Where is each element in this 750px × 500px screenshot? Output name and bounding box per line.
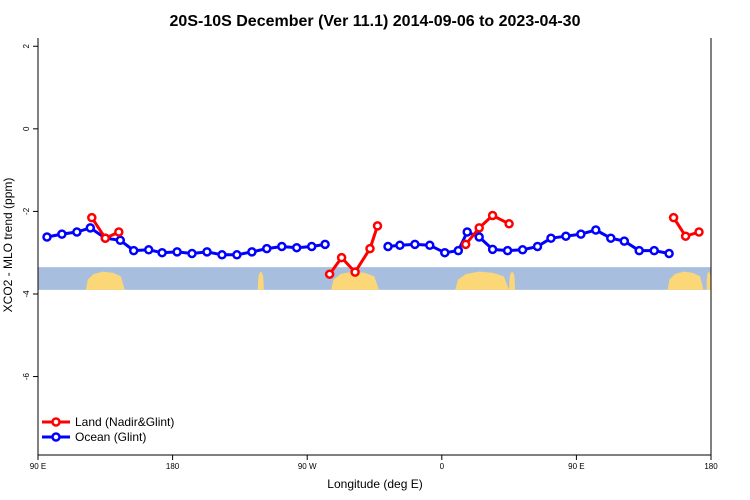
- data-point: [395, 240, 405, 251]
- data-point: [114, 227, 124, 237]
- data-point: [619, 236, 630, 246]
- series-land: [87, 210, 704, 279]
- data-point: [320, 239, 330, 250]
- data-point: [232, 250, 242, 260]
- data-point: [591, 225, 601, 235]
- legend: Land (Nadir&Glint)Ocean (Glint): [42, 415, 174, 444]
- data-point: [462, 227, 472, 237]
- data-point: [668, 212, 679, 223]
- y-axis: 2 0 -2 -4 -6: [22, 43, 38, 380]
- series-ocean: [42, 223, 674, 260]
- data-point: [42, 232, 52, 242]
- data-point: [157, 247, 167, 258]
- data-point: [546, 233, 556, 243]
- data-point: [262, 243, 272, 254]
- data-point: [532, 241, 543, 252]
- map-land-australia-2: [667, 271, 704, 290]
- data-point: [277, 241, 287, 252]
- map-strip: [38, 267, 711, 290]
- chart-title: 20S-10S December (Ver 11.1) 2014-09-06 t…: [170, 13, 581, 30]
- map-land-south-america: [331, 271, 379, 290]
- y-tick-label: -2: [22, 207, 31, 215]
- data-point: [247, 247, 257, 257]
- data-point: [634, 245, 644, 256]
- data-point: [694, 227, 704, 237]
- data-point: [85, 223, 96, 233]
- data-point: [128, 245, 139, 256]
- x-tick-label: 90 E: [568, 462, 584, 471]
- data-point: [440, 247, 450, 258]
- data-point: [576, 229, 586, 239]
- y-tick-label: 0: [22, 126, 31, 131]
- legend-marker: [51, 432, 61, 442]
- data-point: [487, 244, 498, 255]
- data-point: [365, 243, 375, 254]
- data-point: [561, 231, 571, 241]
- map-land-madagascar: [509, 271, 516, 290]
- x-tick-label: 90 W: [298, 462, 317, 471]
- data-point: [680, 231, 691, 241]
- data-point: [115, 235, 126, 246]
- data-point: [350, 267, 360, 277]
- x-axis: 90 E 180 90 W 0 90 E 180: [30, 455, 718, 471]
- data-point: [664, 248, 674, 259]
- data-point: [460, 239, 471, 250]
- data-point: [143, 245, 154, 255]
- x-tick-label: 180: [166, 462, 180, 471]
- map-land-africa: [455, 271, 510, 290]
- legend-label: Ocean (Glint): [75, 430, 146, 444]
- x-axis-label: Longitude (deg E): [327, 477, 422, 491]
- y-tick-label: -6: [22, 372, 31, 380]
- data-point: [100, 233, 111, 243]
- data-point: [425, 240, 435, 251]
- data-point: [453, 245, 464, 256]
- data-point: [217, 250, 227, 260]
- x-tick-label: 0: [440, 462, 445, 471]
- data-point: [606, 233, 616, 243]
- map-land-sliver: [257, 271, 264, 290]
- data-point: [72, 227, 82, 237]
- data-point: [87, 212, 97, 223]
- data-point: [324, 269, 335, 279]
- data-point: [517, 245, 528, 255]
- series-layer: [42, 210, 704, 279]
- y-tick-label: -4: [22, 290, 31, 298]
- data-point: [502, 245, 513, 256]
- legend-marker: [51, 417, 61, 427]
- x-tick-label: 180: [704, 462, 718, 471]
- x-tick-label: 90 E: [30, 462, 46, 471]
- data-point: [474, 232, 484, 242]
- data-point: [372, 221, 383, 231]
- data-point: [649, 245, 659, 256]
- data-point: [306, 241, 317, 252]
- data-point: [487, 210, 498, 221]
- series-line: [464, 214, 510, 246]
- y-axis-label: XCO2 - MLO trend (ppm): [1, 178, 15, 313]
- data-point: [187, 248, 197, 259]
- data-point: [504, 219, 514, 229]
- data-point: [336, 252, 347, 263]
- map-land-australia: [85, 271, 125, 290]
- data-point: [172, 247, 182, 257]
- data-point: [291, 242, 302, 253]
- data-point: [410, 239, 420, 250]
- plot-frame: [37, 38, 712, 456]
- data-point: [474, 223, 484, 233]
- legend-label: Land (Nadir&Glint): [75, 415, 174, 429]
- data-point: [57, 229, 67, 239]
- map-land-edge: [706, 271, 711, 290]
- data-point: [202, 247, 212, 257]
- y-tick-label: 2: [22, 43, 31, 48]
- data-point: [383, 241, 393, 252]
